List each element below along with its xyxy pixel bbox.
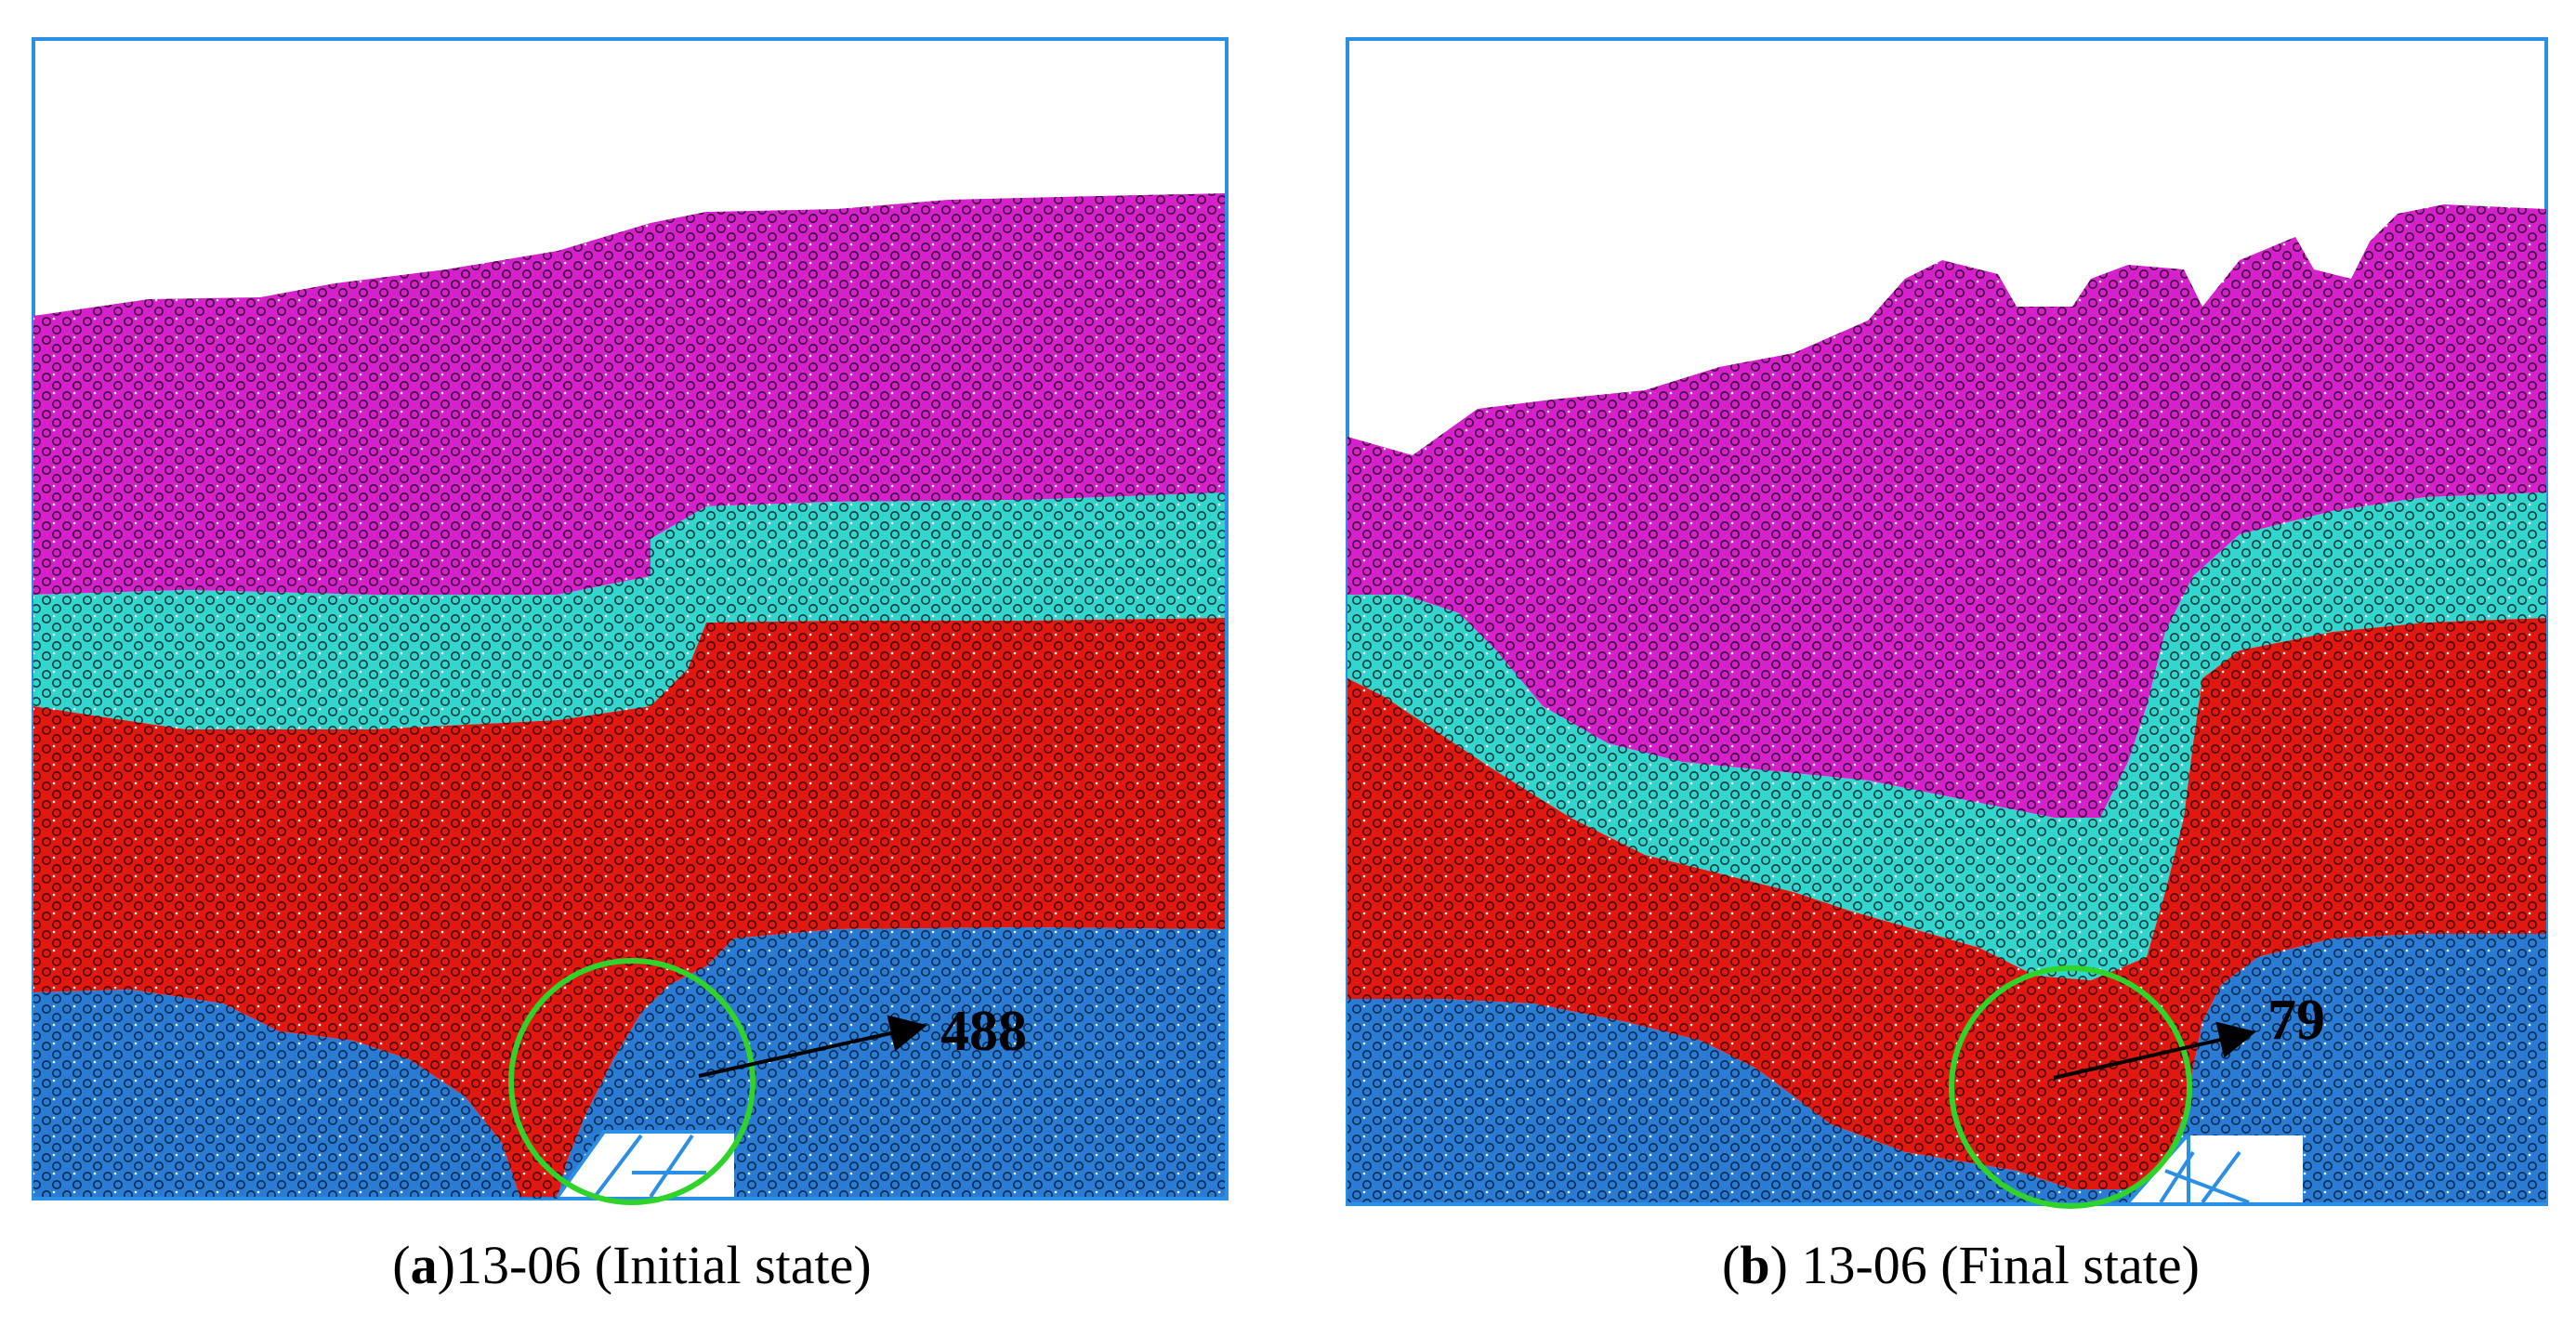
arrow-a <box>698 1015 927 1078</box>
caption-a-text: 13-06 (Initial state) <box>454 1235 872 1295</box>
caption-b-text: 13-06 (Final state) <box>1787 1235 2200 1295</box>
layer-red-b <box>1347 618 2546 1189</box>
caption-a-open: ( <box>392 1235 411 1295</box>
layer-red-a <box>33 618 1225 1199</box>
highlight-circle-b <box>1949 965 2192 1209</box>
caption-b-close: ) <box>1769 1235 1788 1295</box>
highlight-circle-a <box>508 958 756 1205</box>
panel-a-figure: 488 <box>32 37 1229 1205</box>
layer-blue-a <box>33 927 1225 1199</box>
layer-cyan-b <box>1347 492 2546 980</box>
layer-cyan-a <box>33 492 1225 729</box>
structure-b <box>2126 1134 2250 1204</box>
caption-b: (b) 13-06 (Final state) <box>1580 1228 2342 1303</box>
panel-a: 488 <box>0 0 1245 1217</box>
layer-blue-b <box>1347 934 2546 1202</box>
layer-magenta-b <box>1347 204 2546 818</box>
caption-a: (a)13-06 (Initial state) <box>251 1228 1013 1303</box>
caption-a-letter: a <box>410 1235 438 1295</box>
caption-a-close: ) <box>437 1235 455 1295</box>
opening-a <box>558 1132 734 1197</box>
structure-a <box>556 1130 734 1199</box>
layer-magenta-a <box>33 193 1225 595</box>
panel-b-figure: 79 <box>1346 37 2548 1209</box>
panel-b: 79 <box>1310 0 2576 1217</box>
arrow-b <box>2053 1021 2256 1080</box>
annotation-a: 488 <box>940 1000 1027 1063</box>
annotation-b: 79 <box>2267 989 2325 1052</box>
caption-b-open: ( <box>1722 1235 1741 1295</box>
caption-b-letter: b <box>1740 1235 1770 1295</box>
